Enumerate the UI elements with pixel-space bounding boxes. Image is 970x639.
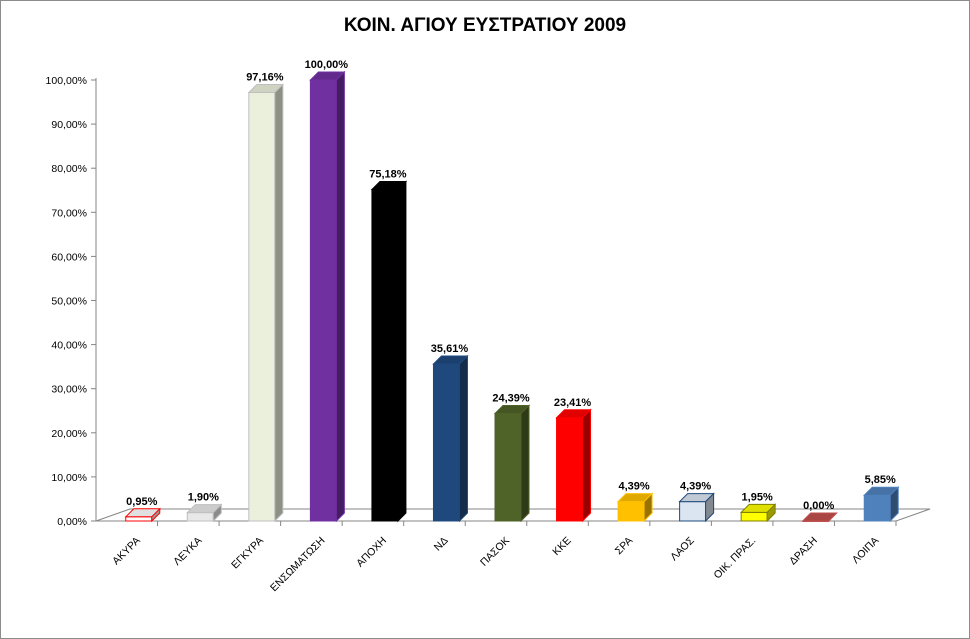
bar — [370, 180, 408, 523]
y-ticks: 0,00% 10,00% 20,00% 30,00% 40,00% 50,00% 60,00… — [46, 75, 96, 528]
x-labels: ΑΚΥΡΑ ΛΕΥΚΑ ΕΓΚΥΡΑ ΕΝΣΩΜΑΤΩΣΗ ΑΠΟΧΗ ΝΔ ΠΑΣΟΚ ΚΚ… — [110, 521, 897, 594]
bar-front — [617, 501, 645, 522]
data-label: 23,41% — [554, 397, 592, 409]
x-tick-label: ΝΔ — [432, 535, 451, 554]
bar-front — [371, 188, 399, 522]
bar — [678, 492, 715, 523]
data-label: 1,90% — [188, 492, 219, 504]
x-tick-label: ΠΑΣΟΚ — [478, 535, 512, 569]
bars: 0,95% 1,90% 97,16% 100,00% 75,18% 35,61% 24,39… — [124, 59, 900, 523]
bar — [801, 512, 838, 522]
x-tick-label: ΟΙΚ. ΠΡΑΣ. — [712, 535, 759, 582]
data-label: 100,00% — [305, 59, 349, 71]
bar-side — [458, 354, 468, 523]
data-label: 0,00% — [803, 500, 834, 512]
x-tick-label: ΕΓΚΥΡΑ — [229, 535, 266, 572]
y-tick-label: 10,00% — [51, 472, 87, 484]
bar — [124, 507, 161, 523]
bar-front — [432, 363, 460, 522]
bar-side — [643, 492, 653, 523]
data-label: 4,39% — [618, 481, 649, 493]
x-tick-label: ΛΕΥΚΑ — [171, 535, 204, 568]
bar-front — [863, 494, 891, 522]
x-tick-label: ΕΝΣΩΜΑΤΩΣΗ — [268, 535, 327, 594]
data-label: 5,85% — [865, 474, 896, 486]
data-label: 35,61% — [431, 343, 469, 355]
x-tick-label: ΛΟΙΠΑ — [850, 535, 881, 566]
bar-front — [309, 79, 337, 522]
y-tick-label: 0,00% — [57, 516, 87, 528]
bar-side — [274, 83, 284, 523]
bar-top — [801, 512, 838, 522]
y-tick-label: 100,00% — [46, 75, 87, 87]
y-tick-label: 50,00% — [51, 296, 87, 308]
bar-side — [212, 503, 222, 523]
bar — [309, 70, 346, 523]
data-label: 97,16% — [246, 72, 284, 84]
bar — [493, 404, 531, 523]
bar — [432, 354, 469, 523]
chart-title: ΚΟΙΝ. ΑΓΙΟΥ ΕΥΣΤΡΑΤΙΟΥ 2009 — [343, 15, 627, 36]
x-tick-label: ΣΡΑ — [613, 535, 635, 557]
y-tick-label: 30,00% — [51, 384, 87, 396]
y-tick-label: 90,00% — [51, 119, 87, 131]
bar-side — [397, 180, 407, 523]
data-label: 0,95% — [126, 496, 157, 508]
y-tick-label: 20,00% — [51, 428, 87, 440]
bar — [616, 492, 654, 523]
bar-side — [766, 503, 776, 523]
data-label: 75,18% — [369, 168, 407, 180]
data-label: 1,95% — [742, 491, 773, 503]
bar-front — [125, 516, 153, 522]
x-tick-label: ΚΚΕ — [550, 535, 573, 558]
bar — [555, 408, 592, 523]
y-tick-label: 60,00% — [51, 251, 87, 263]
x-tick-label: ΛΑΟΣ — [668, 534, 697, 563]
bar-side — [828, 512, 838, 522]
bar-front — [740, 511, 768, 522]
x-tick-label: ΔΡΑΣΗ — [787, 535, 820, 568]
bar-front — [494, 412, 522, 522]
bar — [863, 485, 900, 523]
bar — [247, 83, 285, 523]
bar-side — [889, 485, 899, 523]
bar-side — [151, 507, 161, 523]
x-tick-label: ΑΚΥΡΑ — [110, 535, 143, 568]
y-tick-label: 70,00% — [51, 207, 87, 219]
x-tick-label: ΑΠΟΧΗ — [354, 535, 389, 570]
bar-side — [582, 408, 592, 523]
bar-side — [335, 70, 345, 523]
y-tick-label: 80,00% — [51, 163, 87, 175]
data-label: 4,39% — [680, 481, 711, 493]
data-label: 24,39% — [492, 392, 530, 404]
bar — [186, 503, 223, 523]
bar-side — [705, 492, 715, 523]
bar-front — [248, 92, 276, 522]
bar-side — [520, 404, 530, 523]
y-tick-label: 40,00% — [51, 340, 87, 352]
bar-front — [186, 512, 214, 522]
bar-front — [556, 417, 584, 522]
bar-front — [679, 501, 707, 522]
bar — [739, 503, 777, 523]
